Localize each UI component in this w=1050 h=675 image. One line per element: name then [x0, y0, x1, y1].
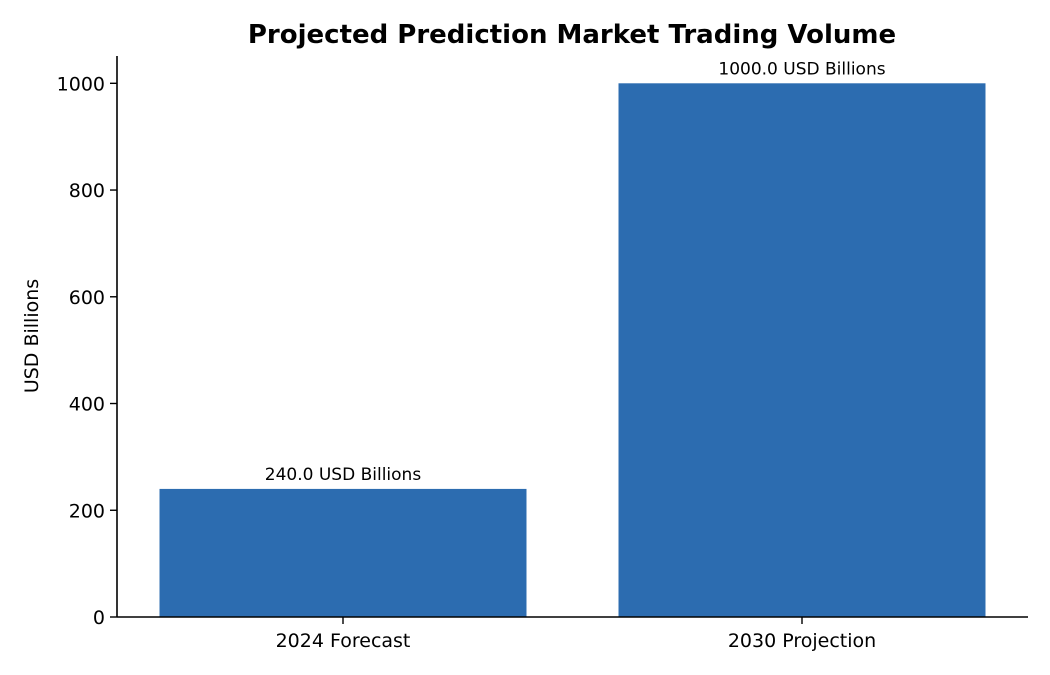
y-axis-label: USD Billions [21, 279, 43, 393]
y-tick-label: 800 [69, 180, 105, 202]
bar-data-label: 240.0 USD Billions [265, 465, 422, 485]
y-tick-label: 1000 [57, 73, 105, 95]
chart-title: Projected Prediction Market Trading Volu… [248, 20, 896, 50]
data-labels-group: 240.0 USD Billions 1000.0 USD Billions [265, 59, 886, 485]
x-axis-ticks: 2024 Forecast 2030 Projection [276, 617, 876, 652]
bar [618, 83, 986, 618]
bars-group [159, 83, 986, 618]
bar [159, 488, 527, 617]
y-axis-ticks: 0 200 400 600 800 1000 [57, 73, 117, 629]
y-tick-label: 600 [69, 287, 105, 309]
x-tick-label: 2030 Projection [728, 630, 876, 652]
x-tick-label: 2024 Forecast [276, 630, 411, 652]
y-tick-label: 0 [93, 607, 105, 629]
y-tick-label: 200 [69, 500, 105, 522]
bar-data-label: 1000.0 USD Billions [718, 59, 885, 79]
y-tick-label: 400 [69, 394, 105, 416]
